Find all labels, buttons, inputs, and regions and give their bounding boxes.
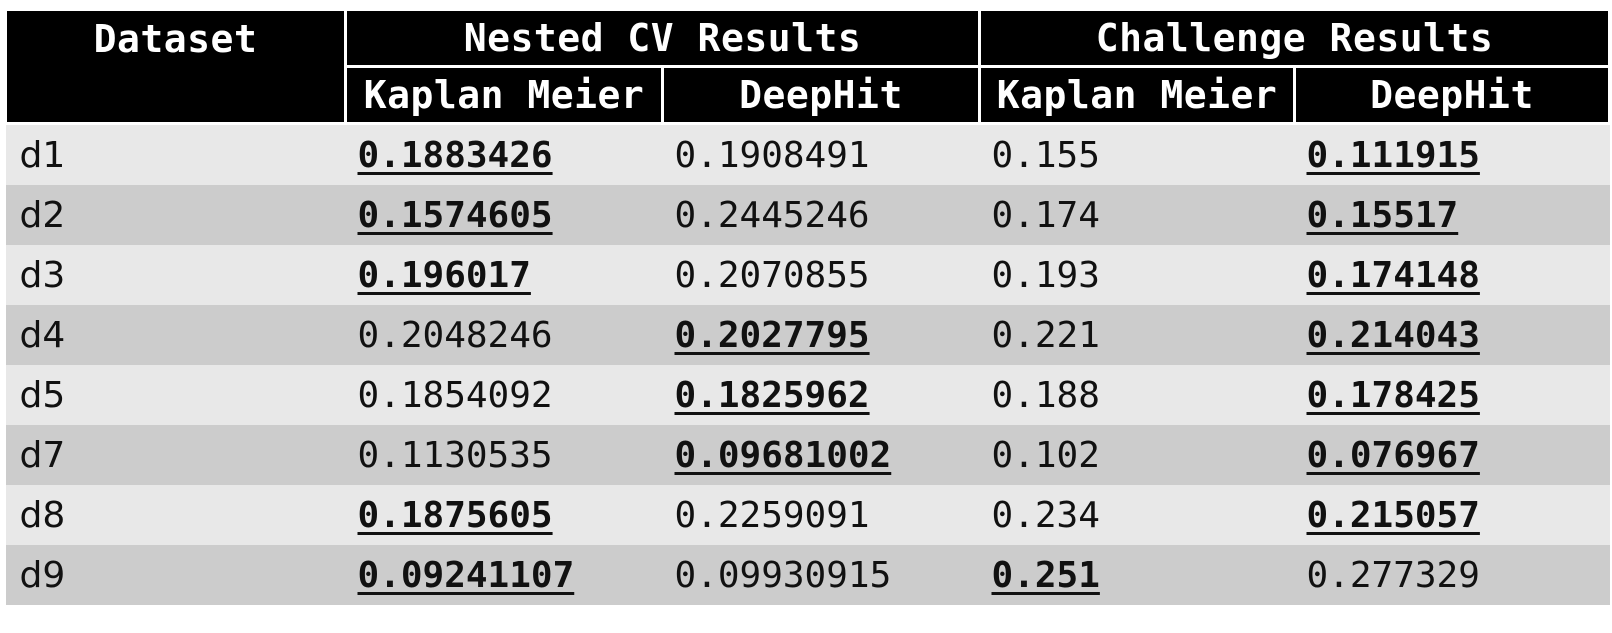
cv-kaplan-meier-cell: 0.2048246 [345, 305, 663, 365]
table-row: d9 0.09241107 0.09930915 0.251 0.277329 [5, 545, 1610, 605]
cv-kaplan-meier-cell: 0.1574605 [345, 185, 663, 245]
cv-deephit-cell: 0.2070855 [662, 245, 980, 305]
header-row-groups: Dataset Nested CV Results Challenge Resu… [4, 8, 1611, 125]
challenge-kaplan-meier-cell: 0.174 [979, 185, 1295, 245]
table-row: d7 0.1130535 0.09681002 0.102 0.076967 [5, 425, 1610, 485]
table-row: d5 0.1854092 0.1825962 0.188 0.178425 [5, 365, 1610, 425]
challenge-kaplan-meier-cell: 0.251 [979, 545, 1295, 605]
cv-deephit-cell: 0.2445246 [662, 185, 980, 245]
challenge-deephit-cell: 0.174148 [1294, 245, 1610, 305]
challenge-kaplan-meier-cell: 0.234 [979, 485, 1295, 545]
dataset-cell: d2 [5, 185, 346, 245]
challenge-deephit-cell: 0.178425 [1294, 365, 1610, 425]
challenge-deephit-cell: 0.215057 [1294, 485, 1610, 545]
header-cv-kaplan-meier: Kaplan Meier [344, 65, 664, 125]
dataset-cell: d3 [5, 245, 346, 305]
challenge-deephit-cell: 0.15517 [1294, 185, 1610, 245]
cv-deephit-cell: 0.1908491 [662, 123, 980, 185]
cv-deephit-cell: 0.1825962 [662, 365, 980, 425]
challenge-deephit-cell: 0.214043 [1294, 305, 1610, 365]
challenge-kaplan-meier-cell: 0.193 [979, 245, 1295, 305]
dataset-cell: d9 [5, 545, 346, 605]
cv-deephit-cell: 0.2027795 [662, 305, 980, 365]
table-row: d4 0.2048246 0.2027795 0.221 0.214043 [5, 305, 1610, 365]
cv-kaplan-meier-cell: 0.1130535 [345, 425, 663, 485]
table-row: d2 0.1574605 0.2445246 0.174 0.15517 [5, 185, 1610, 245]
dataset-cell: d1 [5, 123, 346, 185]
challenge-deephit-cell: 0.076967 [1294, 425, 1610, 485]
dataset-cell: d8 [5, 485, 346, 545]
header-dataset: Dataset [4, 8, 347, 125]
table-row: d3 0.196017 0.2070855 0.193 0.174148 [5, 245, 1610, 305]
cv-kaplan-meier-cell: 0.1883426 [345, 123, 663, 185]
table-row: d1 0.1883426 0.1908491 0.155 0.111915 [5, 123, 1610, 185]
challenge-kaplan-meier-cell: 0.155 [979, 123, 1295, 185]
dataset-cell: d7 [5, 425, 346, 485]
cv-deephit-cell: 0.2259091 [662, 485, 980, 545]
header-nested-cv-results: Nested CV Results [344, 8, 981, 68]
dataset-cell: d5 [5, 365, 346, 425]
results-table: Dataset Nested CV Results Challenge Resu… [4, 8, 1611, 605]
challenge-kaplan-meier-cell: 0.188 [979, 365, 1295, 425]
challenge-kaplan-meier-cell: 0.221 [979, 305, 1295, 365]
header-challenge-results: Challenge Results [978, 8, 1611, 68]
table-row: d8 0.1875605 0.2259091 0.234 0.215057 [5, 485, 1610, 545]
challenge-kaplan-meier-cell: 0.102 [979, 425, 1295, 485]
header-row-methods: Kaplan Meier DeepHit Kaplan Meier DeepHi… [6, 65, 1611, 125]
cv-deephit-cell: 0.09930915 [662, 545, 980, 605]
cv-kaplan-meier-cell: 0.09241107 [345, 545, 663, 605]
cv-kaplan-meier-cell: 0.1854092 [345, 365, 663, 425]
challenge-deephit-cell: 0.277329 [1294, 545, 1610, 605]
header-cv-deephit: DeepHit [661, 65, 981, 125]
cv-kaplan-meier-cell: 0.196017 [345, 245, 663, 305]
header-challenge-deephit: DeepHit [1293, 65, 1611, 125]
challenge-deephit-cell: 0.111915 [1294, 123, 1610, 185]
cv-deephit-cell: 0.09681002 [662, 425, 980, 485]
header-challenge-kaplan-meier: Kaplan Meier [978, 65, 1296, 125]
cv-kaplan-meier-cell: 0.1875605 [345, 485, 663, 545]
dataset-cell: d4 [5, 305, 346, 365]
